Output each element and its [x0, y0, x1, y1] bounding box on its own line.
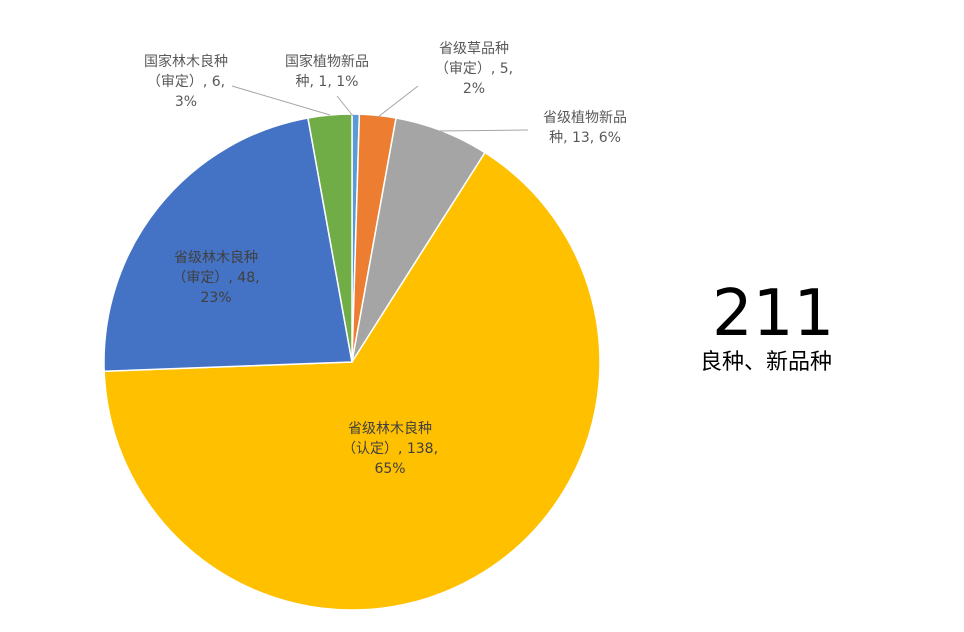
pie-slice: [103, 151, 601, 611]
data-label-line: （认定）, 138,: [342, 441, 438, 457]
data-label-line: 国家林木良种: [144, 53, 228, 70]
data-label-line: 省级草品种: [439, 41, 509, 57]
data-label-line: 3%: [175, 94, 197, 110]
data-label-line: 省级林木良种: [348, 421, 432, 437]
data-label-line: （审定）, 48,: [172, 270, 259, 286]
total-count: 211: [712, 277, 835, 351]
leader-line: [435, 129, 529, 132]
leader-line: [231, 85, 331, 116]
data-label-line: 23%: [200, 290, 231, 306]
data-label-line: 种, 1, 1%: [296, 74, 359, 90]
data-label-line: 省级植物新品: [543, 110, 627, 126]
pie-slice: [103, 117, 353, 373]
data-label: 省级植物新品种, 13, 6%: [543, 110, 627, 146]
data-label-line: （审定）, 5,: [435, 61, 513, 77]
data-label: 省级草品种 （审定）, 5, 2%: [435, 41, 513, 97]
leader-line: [336, 95, 354, 117]
data-label-line: （审定）, 6,: [147, 74, 225, 90]
data-label: 国家林木良种 （审定）, 6, 3%: [144, 53, 228, 110]
leader-line: [377, 85, 419, 118]
data-label-line: 65%: [374, 461, 405, 477]
data-label-line: 国家植物新品: [285, 53, 369, 70]
data-label-line: 省级林木良种: [174, 250, 258, 266]
total-caption: 良种、新品种: [700, 350, 833, 375]
data-label: 国家植物新品种, 1, 1%: [285, 53, 369, 90]
data-label: 省级林木良种 （认定）, 138, 65%: [342, 421, 438, 477]
data-label: 省级林木良种 （审定）, 48, 23%: [172, 250, 259, 306]
data-label-line: 种, 13, 6%: [549, 130, 621, 146]
data-label-line: 2%: [463, 81, 485, 97]
